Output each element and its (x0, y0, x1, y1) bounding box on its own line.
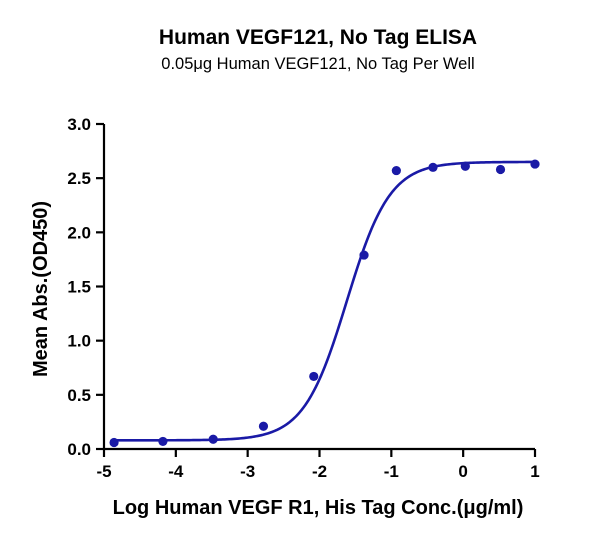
y-tick-label: 0.5 (67, 386, 91, 405)
x-ticks: -5 -4 -3 -2 -1 0 1 (96, 449, 540, 481)
y-axis-label: Mean Abs.(OD450) (30, 201, 52, 377)
data-point (495, 164, 506, 175)
y-tick-label: 3.0 (67, 115, 91, 134)
data-point (109, 437, 119, 448)
x-tick-label: -5 (96, 462, 111, 481)
data-point (208, 434, 218, 444)
data-point (158, 436, 168, 447)
data-point (391, 165, 401, 176)
chart-subtitle: 0.05μg Human VEGF121, No Tag Per Well (161, 55, 474, 73)
data-points (109, 159, 540, 448)
x-tick-label: 1 (530, 462, 539, 481)
y-tick-label: 2.0 (67, 223, 91, 242)
data-point (530, 159, 540, 169)
y-tick-label: 2.5 (67, 169, 91, 188)
fit-curve (114, 160, 535, 442)
data-point (428, 162, 438, 172)
chart-title: Human VEGF121, No Tag ELISA (159, 26, 477, 49)
y-ticks: 0.0 0.5 1.0 1.5 2.0 2.5 3.0 (67, 115, 104, 459)
data-point (460, 161, 470, 171)
x-tick-label: -2 (312, 462, 327, 481)
y-tick-label: 1.5 (67, 278, 91, 297)
x-tick-label: -4 (168, 462, 184, 481)
data-point (359, 250, 369, 260)
x-axis-label: Log Human VEGF R1, His Tag Conc.(μg/ml) (113, 497, 524, 519)
y-tick-label: 0.0 (67, 440, 91, 459)
x-tick-label: -3 (240, 462, 255, 481)
data-point (309, 371, 319, 382)
axes (102, 124, 535, 451)
x-tick-label: 0 (458, 462, 467, 481)
y-tick-label: 1.0 (67, 332, 91, 351)
x-tick-label: -1 (384, 462, 399, 481)
data-point (258, 421, 269, 431)
